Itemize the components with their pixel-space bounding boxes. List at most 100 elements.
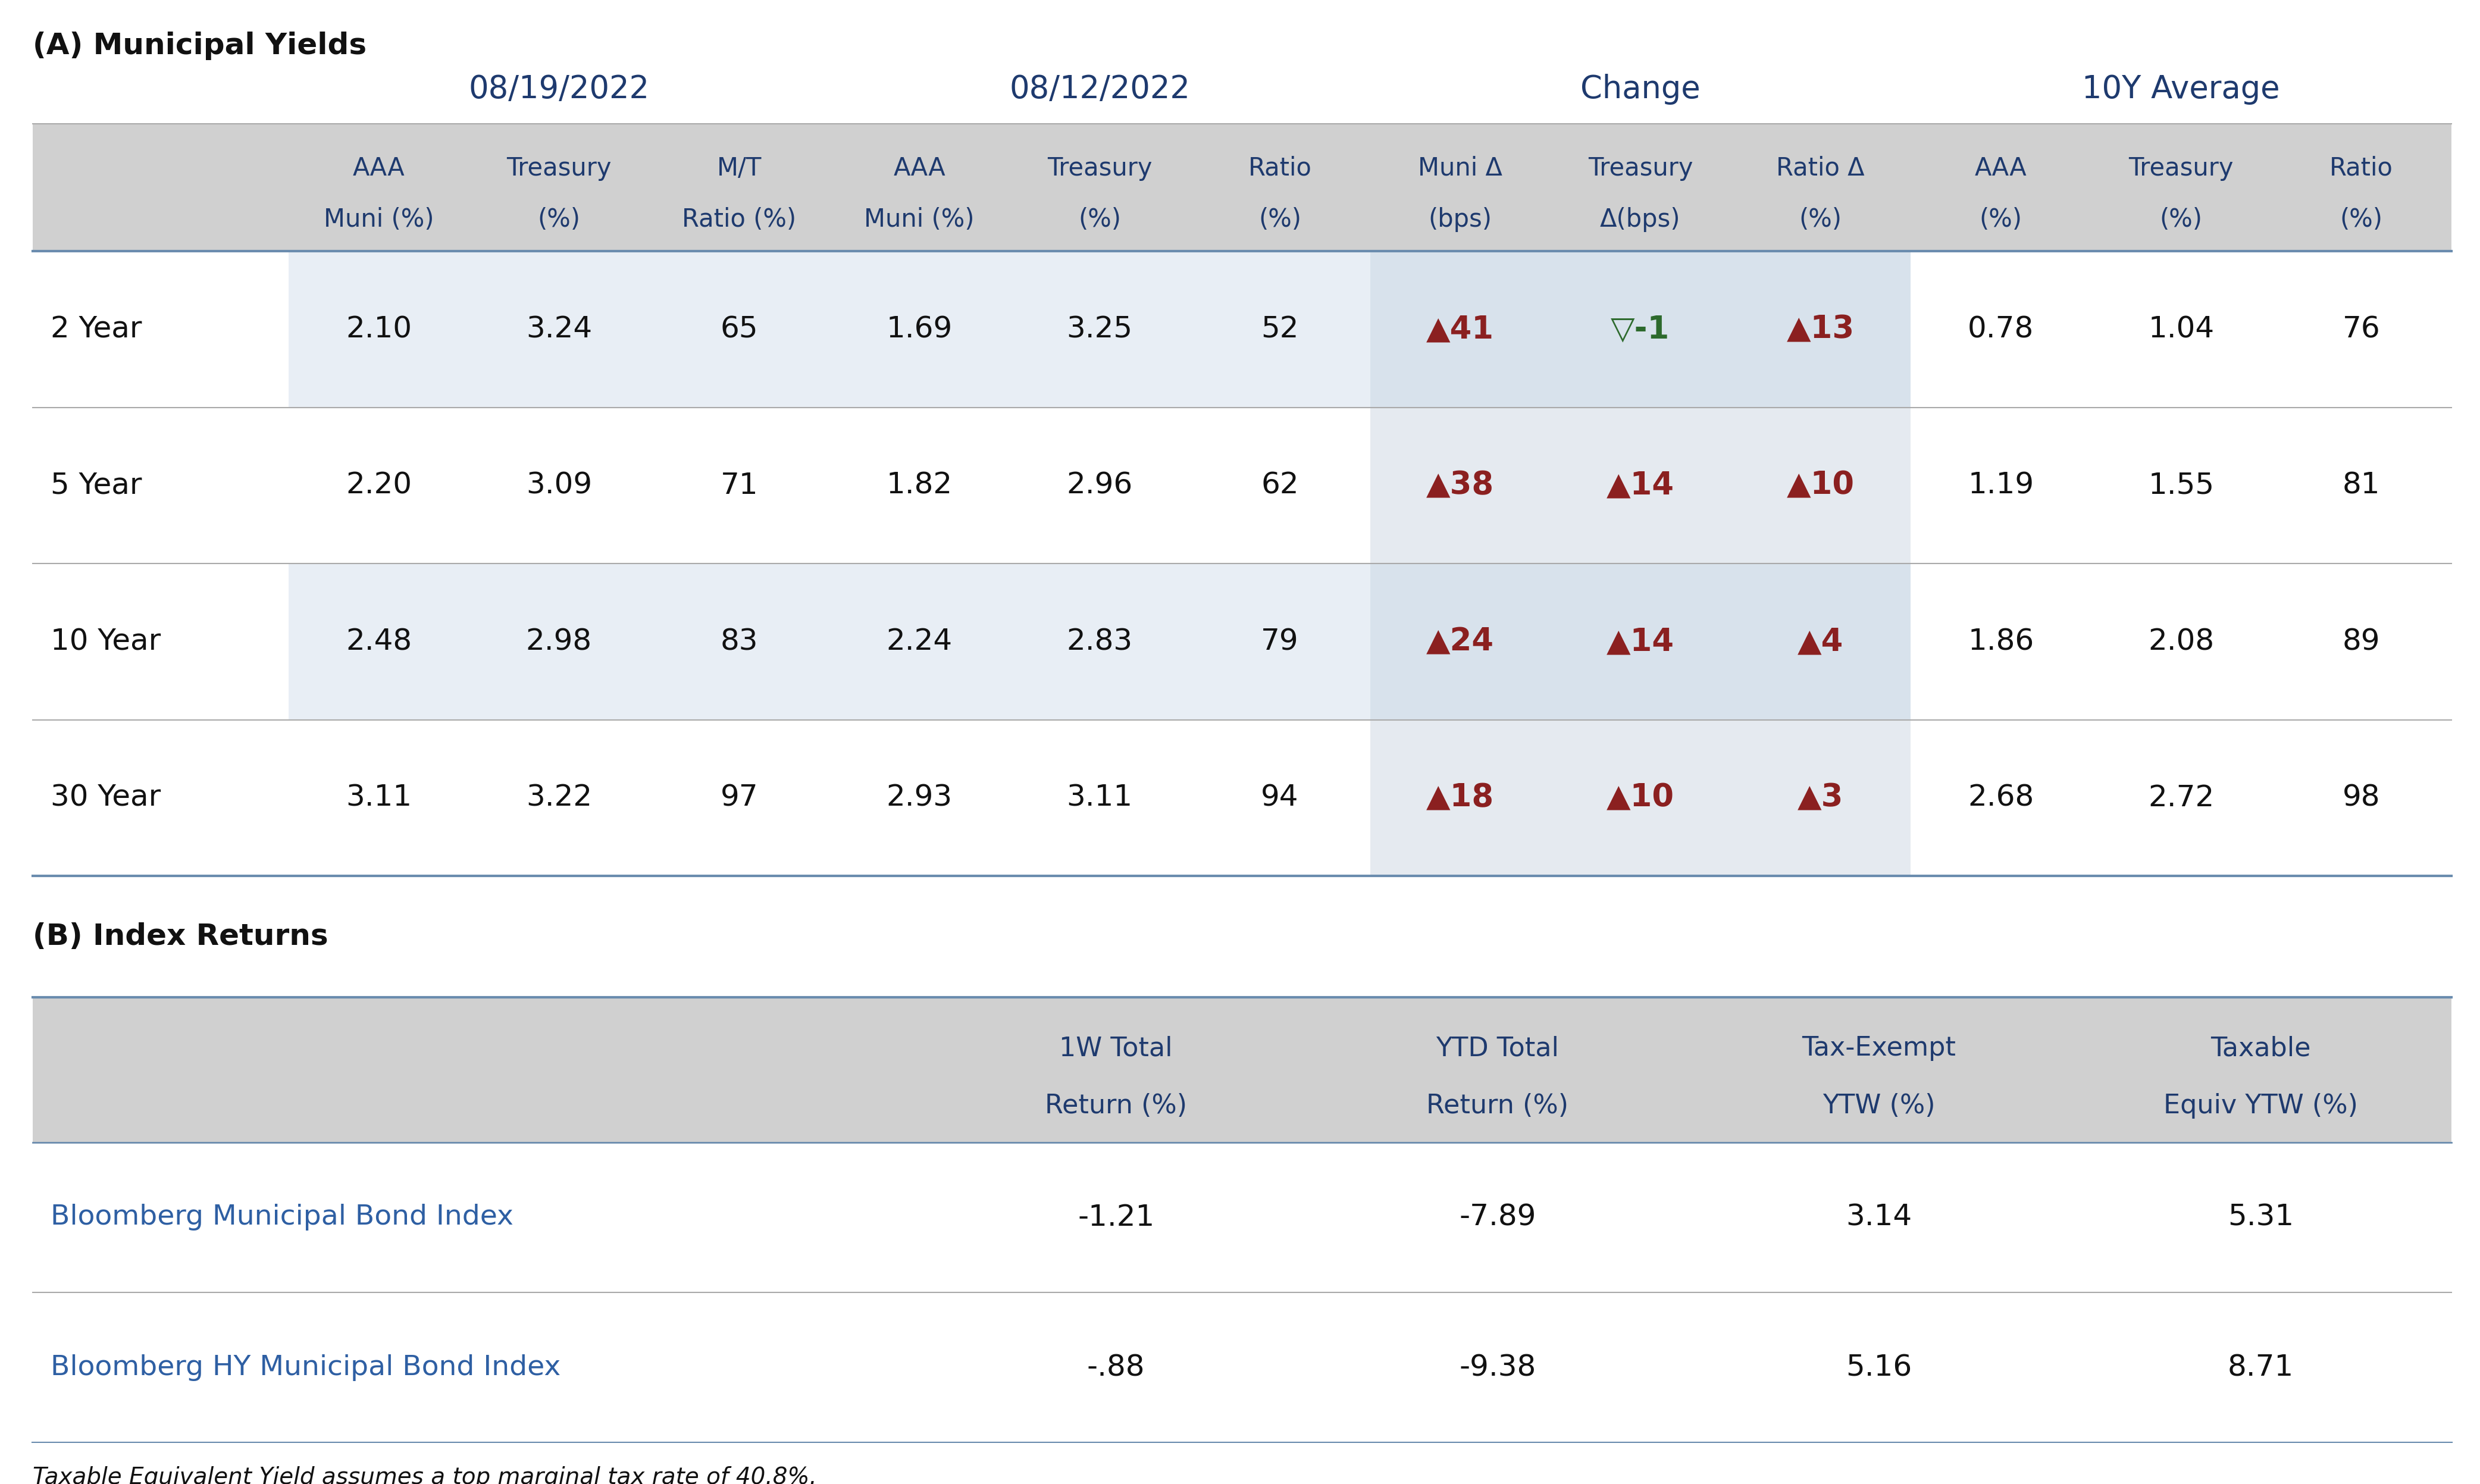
Text: Ratio (%): Ratio (%) (682, 206, 796, 232)
Text: 5.16: 5.16 (1845, 1353, 1912, 1382)
Text: AAA: AAA (1974, 156, 2026, 181)
Text: 2.98: 2.98 (526, 628, 593, 656)
Text: 3.24: 3.24 (526, 315, 593, 343)
Text: 2.08: 2.08 (2148, 628, 2215, 656)
Text: Bloomberg Municipal Bond Index: Bloomberg Municipal Bond Index (50, 1204, 513, 1230)
Bar (288, 564, 828, 720)
Text: Treasury: Treasury (1047, 156, 1153, 181)
Text: Ratio Δ: Ratio Δ (1776, 156, 1865, 181)
Text: Return (%): Return (%) (1426, 1094, 1570, 1119)
Text: 1.86: 1.86 (1967, 628, 2034, 656)
Text: ▲38: ▲38 (1426, 470, 1493, 502)
Text: Muni (%): Muni (%) (863, 206, 975, 232)
Text: Treasury: Treasury (2128, 156, 2234, 181)
Text: ▲10: ▲10 (1786, 470, 1855, 502)
Text: 3.09: 3.09 (526, 472, 593, 500)
Text: 3.14: 3.14 (1845, 1204, 1912, 1232)
Text: 2 Year: 2 Year (50, 315, 141, 343)
Text: (%): (%) (2160, 206, 2202, 232)
Text: 79: 79 (1260, 628, 1300, 656)
Text: Ratio: Ratio (2329, 156, 2393, 181)
Bar (32, 720, 288, 876)
Text: 2.48: 2.48 (345, 628, 412, 656)
Text: Δ(bps): Δ(bps) (1600, 206, 1681, 232)
Text: 62: 62 (1260, 472, 1300, 500)
Text: YTW (%): YTW (%) (1823, 1094, 1934, 1119)
Text: 76: 76 (2341, 315, 2381, 343)
Text: 2.24: 2.24 (885, 628, 952, 656)
Text: Equiv YTW (%): Equiv YTW (%) (2163, 1094, 2358, 1119)
Text: Bloomberg HY Municipal Bond Index: Bloomberg HY Municipal Bond Index (50, 1355, 560, 1382)
Text: ▲18: ▲18 (1426, 782, 1493, 813)
Bar (1910, 720, 2450, 876)
Bar (1369, 407, 1910, 564)
Text: 08/19/2022: 08/19/2022 (469, 74, 650, 104)
Text: (%): (%) (1798, 206, 1843, 232)
Bar (288, 720, 828, 876)
Text: YTD Total: YTD Total (1436, 1036, 1560, 1061)
Bar (32, 997, 2450, 1143)
Text: ▲13: ▲13 (1786, 313, 1855, 344)
Text: (A) Municipal Yields: (A) Municipal Yields (32, 31, 367, 59)
Text: Muni (%): Muni (%) (322, 206, 434, 232)
Text: 2.96: 2.96 (1066, 472, 1133, 500)
Text: Taxable: Taxable (2210, 1036, 2311, 1061)
Text: 2.20: 2.20 (345, 472, 412, 500)
Text: 1.19: 1.19 (1967, 472, 2034, 500)
Text: 10Y Average: 10Y Average (2083, 74, 2279, 104)
Text: 8.71: 8.71 (2227, 1353, 2294, 1382)
Bar (1910, 251, 2450, 407)
Bar (828, 720, 1369, 876)
Bar (288, 251, 828, 407)
Text: Treasury: Treasury (1587, 156, 1694, 181)
Text: 83: 83 (719, 628, 759, 656)
Text: (%): (%) (2341, 206, 2383, 232)
Text: 2.10: 2.10 (345, 315, 412, 343)
Text: AAA: AAA (893, 156, 945, 181)
Bar (288, 407, 828, 564)
Text: M/T: M/T (717, 156, 761, 181)
Text: Taxable Equivalent Yield assumes a top marginal tax rate of 40.8%.: Taxable Equivalent Yield assumes a top m… (32, 1466, 816, 1484)
Text: Return (%): Return (%) (1044, 1094, 1188, 1119)
Bar (1910, 564, 2450, 720)
Text: 10 Year: 10 Year (50, 628, 161, 656)
Text: 5.31: 5.31 (2227, 1204, 2294, 1232)
Text: 1.82: 1.82 (885, 472, 952, 500)
Bar (1369, 251, 1910, 407)
Text: -7.89: -7.89 (1458, 1204, 1535, 1232)
Text: 3.25: 3.25 (1066, 315, 1133, 343)
Bar (32, 564, 288, 720)
Bar (1369, 720, 1910, 876)
Text: -9.38: -9.38 (1458, 1353, 1535, 1382)
Text: 71: 71 (719, 472, 759, 500)
Text: 3.11: 3.11 (345, 784, 412, 812)
Bar (828, 564, 1369, 720)
Text: 2.93: 2.93 (885, 784, 952, 812)
Text: 30 Year: 30 Year (50, 784, 161, 812)
Text: Treasury: Treasury (506, 156, 613, 181)
Text: 2.68: 2.68 (1967, 784, 2034, 812)
Text: Ratio: Ratio (1247, 156, 1312, 181)
Text: (B) Index Returns: (B) Index Returns (32, 923, 327, 951)
Text: 1W Total: 1W Total (1059, 1036, 1173, 1061)
Text: 3.22: 3.22 (526, 784, 593, 812)
Text: AAA: AAA (352, 156, 404, 181)
Text: 5 Year: 5 Year (50, 472, 141, 500)
Text: (%): (%) (1257, 206, 1302, 232)
Bar (32, 407, 288, 564)
Text: ▽-1: ▽-1 (1612, 313, 1669, 344)
Text: 08/12/2022: 08/12/2022 (1009, 74, 1190, 104)
Text: ▲24: ▲24 (1426, 626, 1493, 657)
Text: 1.04: 1.04 (2148, 315, 2215, 343)
Text: ▲3: ▲3 (1798, 782, 1843, 813)
Text: 1.69: 1.69 (885, 315, 952, 343)
Text: 89: 89 (2344, 628, 2381, 656)
Text: 0.78: 0.78 (1967, 315, 2034, 343)
Text: ▲41: ▲41 (1426, 313, 1493, 344)
Text: (bps): (bps) (1428, 206, 1493, 232)
Text: (%): (%) (538, 206, 580, 232)
Text: 81: 81 (2344, 472, 2381, 500)
Bar (1369, 564, 1910, 720)
Text: 65: 65 (719, 315, 759, 343)
Bar (828, 251, 1369, 407)
